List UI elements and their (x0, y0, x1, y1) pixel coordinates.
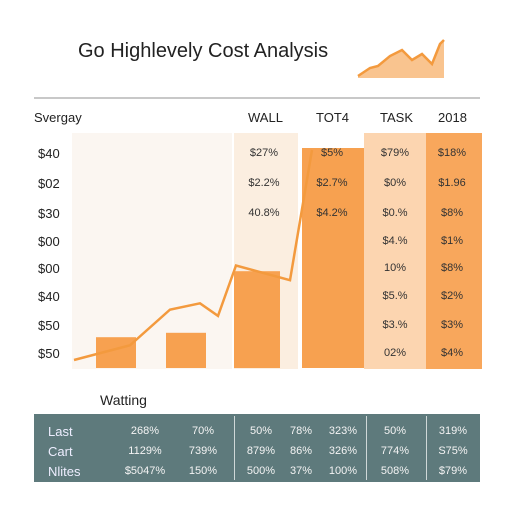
cell-task: $0% (383, 177, 407, 189)
col-header-wall: WALL (248, 110, 283, 125)
cell-2018: $3% (440, 319, 464, 331)
cell-task: 02% (383, 347, 407, 359)
table-cell: $79% (438, 465, 468, 477)
table-row-label: Last (48, 424, 73, 439)
table-cell: 37% (289, 465, 313, 477)
table-cell: 78% (289, 425, 313, 437)
table-cell: 326% (328, 445, 358, 457)
col-header-task: TASK (380, 110, 413, 125)
y2018-column-bg (426, 133, 482, 369)
cell-2018: $1.96 (438, 177, 466, 189)
table-cell: 323% (328, 425, 358, 437)
table-cell: 319% (438, 425, 468, 437)
table-cell: 739% (188, 445, 218, 457)
table-cell: 774% (380, 445, 410, 457)
y-label: $40 (38, 289, 60, 304)
table-title: Watting (100, 392, 147, 408)
cell-tot4: $5% (320, 147, 344, 159)
y-label: $50 (38, 346, 60, 361)
table-cell: 268% (130, 425, 160, 437)
table-row-label: Nlites (48, 464, 81, 479)
table-cell: 879% (246, 445, 276, 457)
cell-2018: $1% (440, 235, 464, 247)
table-divider (366, 416, 367, 480)
cell-task: 10% (383, 262, 407, 274)
table-cell: 50% (383, 425, 407, 437)
cell-task: $5.% (382, 290, 408, 302)
table-cell: 50% (249, 425, 273, 437)
summary-table (34, 414, 480, 482)
cell-wall: $2.2% (248, 177, 280, 189)
cell-tot4: $4.2% (316, 207, 348, 219)
table-cell: 86% (289, 445, 313, 457)
table-divider (426, 416, 427, 480)
cell-task: $3.% (382, 319, 408, 331)
cell-task: $4.% (382, 235, 408, 247)
cell-wall: 40.8% (248, 207, 280, 219)
cell-tot4: $2.7% (316, 177, 348, 189)
table-cell: 100% (328, 465, 358, 477)
table-cell: S75% (438, 445, 468, 457)
col-header-tot4: TOT4 (316, 110, 349, 125)
col-header-2018: 2018 (438, 110, 467, 125)
chart-title: Go Highlevely Cost Analysis (78, 40, 329, 62)
sparkline-icon (357, 39, 445, 78)
y-label: $50 (38, 318, 60, 333)
y-label: $00 (38, 261, 60, 276)
y-label: $00 (38, 234, 60, 249)
cell-2018: $8% (440, 207, 464, 219)
row-header: Svergay (34, 110, 82, 125)
cell-2018: $8% (440, 262, 464, 274)
cell-2018: $18% (437, 147, 467, 159)
cell-2018: $4% (440, 347, 464, 359)
y-label: $40 (38, 146, 60, 161)
wall-column-bg (234, 133, 298, 369)
table-cell: 508% (380, 465, 410, 477)
y-label: $30 (38, 206, 60, 221)
table-divider (234, 416, 235, 480)
y-label: $02 (38, 176, 60, 191)
header-rule (34, 97, 480, 99)
cell-2018: $2% (440, 290, 464, 302)
table-cell: 150% (188, 465, 218, 477)
table-row-label: Cart (48, 444, 73, 459)
cell-task: $79% (380, 147, 410, 159)
cell-wall: $27% (249, 147, 279, 159)
table-cell: 500% (246, 465, 276, 477)
plot-area (72, 133, 232, 369)
table-cell: $5047% (124, 465, 166, 477)
cell-task: $0.% (382, 207, 408, 219)
task-column-bg (364, 133, 426, 369)
table-cell: 1129% (128, 445, 162, 457)
table-cell: 70% (191, 425, 215, 437)
